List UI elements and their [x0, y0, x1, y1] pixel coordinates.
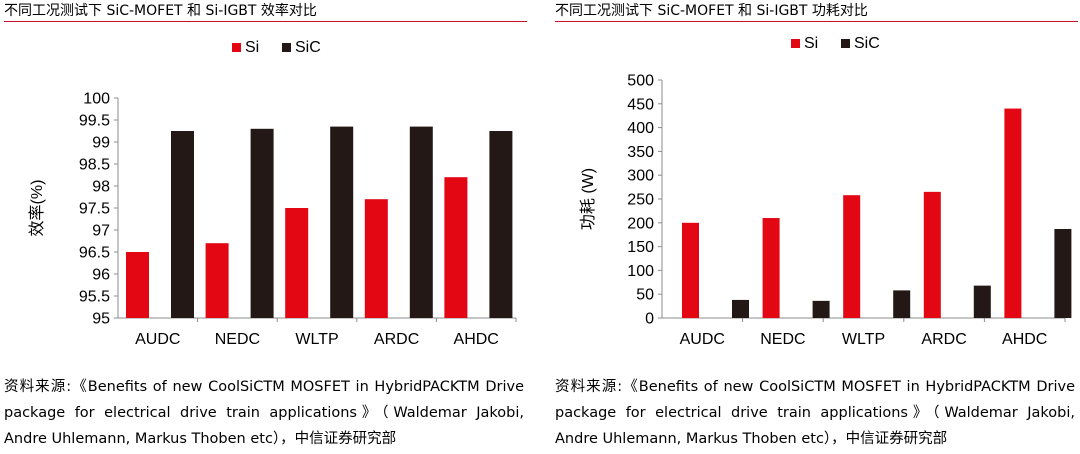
legend-label-sic: SiC [854, 35, 880, 52]
y-tick-label: 96.5 [79, 245, 110, 262]
y-tick-label: 95 [92, 311, 110, 328]
x-tick-label: WLTP [842, 331, 885, 348]
x-tick-label: AUDC [680, 331, 725, 348]
x-tick-label: WLTP [295, 331, 338, 348]
bar-sic-audc [171, 131, 194, 318]
y-tick-label: 97.5 [79, 201, 110, 218]
x-tick-label: NEDC [215, 331, 260, 348]
efficiency-chart-panel: 不同工况测试下 SiC-MOFET 和 Si-IGBT 效率对比 95 95.5 9… [4, 0, 527, 454]
bar-si-wltp [285, 208, 309, 318]
bar-sic-ahdc [1054, 228, 1072, 318]
bar-si-nedc [762, 218, 780, 318]
y-tick-label: 98 [92, 179, 110, 196]
y-axis-title: 效率(%) [28, 180, 46, 237]
power-loss-source-note: 资料来源:《Benefits of new CoolSiCTM MOSFET i… [555, 379, 1075, 447]
x-tick-label: AUDC [135, 331, 180, 348]
bar-sic-ahdc [489, 131, 513, 318]
bar-si-ardc [364, 199, 388, 318]
power-loss-chart-panel: 不同工况测试下 SiC-MOFET 和 Si-IGBT 功耗对比 0 50 100 1… [555, 0, 1078, 454]
legend-swatch-sic [282, 43, 291, 52]
y-tick-label: 96 [92, 267, 110, 284]
title-divider [555, 21, 1078, 22]
bar-sic-ardc [973, 285, 991, 318]
y-tick-label: 250 [627, 192, 654, 209]
y-tick-label: 100 [627, 263, 654, 280]
y-tick-label: 98.5 [79, 157, 110, 174]
x-tick-label: AHDC [1002, 331, 1047, 348]
y-tick-label: 400 [627, 120, 654, 137]
power-loss-bar-chart: 0 50 100 150 200 250 300 350 400 450 500 功耗 (W) AUDC… [579, 35, 1072, 348]
y-tick-label: 350 [627, 144, 654, 161]
y-axis-title: 功耗 (W) [579, 168, 597, 230]
bar-si-wltp [843, 195, 861, 318]
y-tick-label: 500 [627, 73, 654, 90]
x-tick-label: AHDC [454, 331, 499, 348]
legend-swatch-si [791, 39, 800, 48]
legend-swatch-sic [841, 39, 850, 48]
bar-sic-nedc [812, 300, 830, 318]
y-tick-label: 150 [627, 239, 654, 256]
x-tick-label: ARDC [921, 331, 966, 348]
title-divider [4, 21, 527, 22]
legend-swatch-si [232, 43, 241, 52]
bar-si-ahdc [1004, 108, 1022, 318]
bar-sic-wltp [893, 290, 911, 318]
y-tick-label: 100 [83, 91, 110, 108]
y-tick-label: 450 [627, 96, 654, 113]
y-tick-label: 99 [92, 135, 110, 152]
y-tick-label: 97 [92, 223, 110, 240]
efficiency-source-note: 资料来源:《Benefits of new CoolSiCTM MOSFET i… [4, 379, 524, 447]
legend-label-si: Si [245, 39, 259, 56]
legend-label-sic: SiC [295, 39, 321, 56]
bar-si-nedc [205, 243, 229, 318]
bar-si-audc [682, 222, 699, 318]
bar-si-ardc [923, 191, 941, 318]
bar-sic-wltp [330, 126, 354, 318]
bar-sic-ardc [409, 126, 433, 318]
bar-sic-audc [732, 299, 749, 318]
y-tick-label: 300 [627, 168, 654, 185]
legend-label-si: Si [804, 35, 818, 52]
bar-sic-nedc [250, 128, 274, 318]
efficiency-chart-title: 不同工况测试下 SiC-MOFET 和 Si-IGBT 效率对比 [4, 3, 317, 19]
bar-si-ahdc [444, 177, 468, 318]
bar-si-audc [126, 252, 149, 318]
y-tick-label: 0 [645, 311, 654, 328]
efficiency-bar-chart: 95 95.5 96 96.5 97 97.5 98 98.5 99 99.5 100 效率(%) AU… [28, 39, 517, 348]
x-tick-label: NEDC [760, 331, 805, 348]
y-tick-label: 200 [627, 215, 654, 232]
y-tick-label: 50 [636, 287, 654, 304]
y-tick-label: 99.5 [79, 113, 110, 130]
x-tick-label: ARDC [374, 331, 419, 348]
y-tick-label: 95.5 [79, 289, 110, 306]
power-loss-chart-title: 不同工况测试下 SiC-MOFET 和 Si-IGBT 功耗对比 [555, 3, 868, 19]
